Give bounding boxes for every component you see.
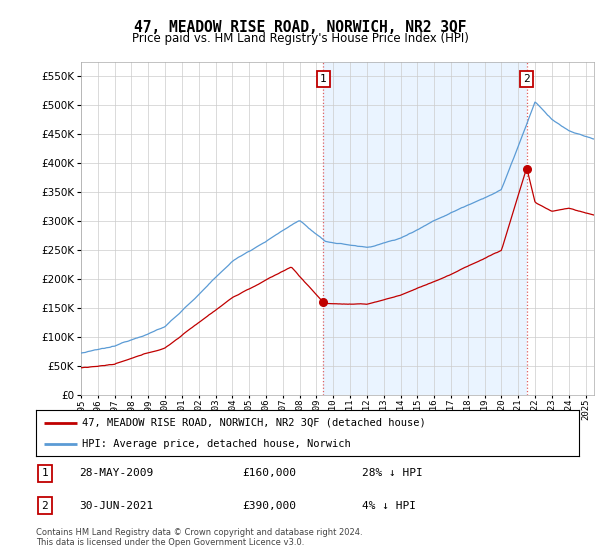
Bar — [323, 62, 527, 395]
Text: 2: 2 — [523, 74, 530, 84]
Text: 2: 2 — [41, 501, 48, 511]
Text: 4% ↓ HPI: 4% ↓ HPI — [362, 501, 416, 511]
Text: HPI: Average price, detached house, Norwich: HPI: Average price, detached house, Norw… — [82, 439, 351, 449]
Text: 28-MAY-2009: 28-MAY-2009 — [79, 468, 154, 478]
Text: £160,000: £160,000 — [242, 468, 296, 478]
Text: 47, MEADOW RISE ROAD, NORWICH, NR2 3QF (detached house): 47, MEADOW RISE ROAD, NORWICH, NR2 3QF (… — [82, 418, 426, 428]
Text: Contains HM Land Registry data © Crown copyright and database right 2024.
This d: Contains HM Land Registry data © Crown c… — [36, 528, 362, 547]
Text: 1: 1 — [41, 468, 48, 478]
Text: Price paid vs. HM Land Registry's House Price Index (HPI): Price paid vs. HM Land Registry's House … — [131, 32, 469, 45]
Text: 1: 1 — [320, 74, 327, 84]
Text: 47, MEADOW RISE ROAD, NORWICH, NR2 3QF: 47, MEADOW RISE ROAD, NORWICH, NR2 3QF — [134, 20, 466, 35]
Text: £390,000: £390,000 — [242, 501, 296, 511]
Text: 28% ↓ HPI: 28% ↓ HPI — [362, 468, 422, 478]
Text: 30-JUN-2021: 30-JUN-2021 — [79, 501, 154, 511]
